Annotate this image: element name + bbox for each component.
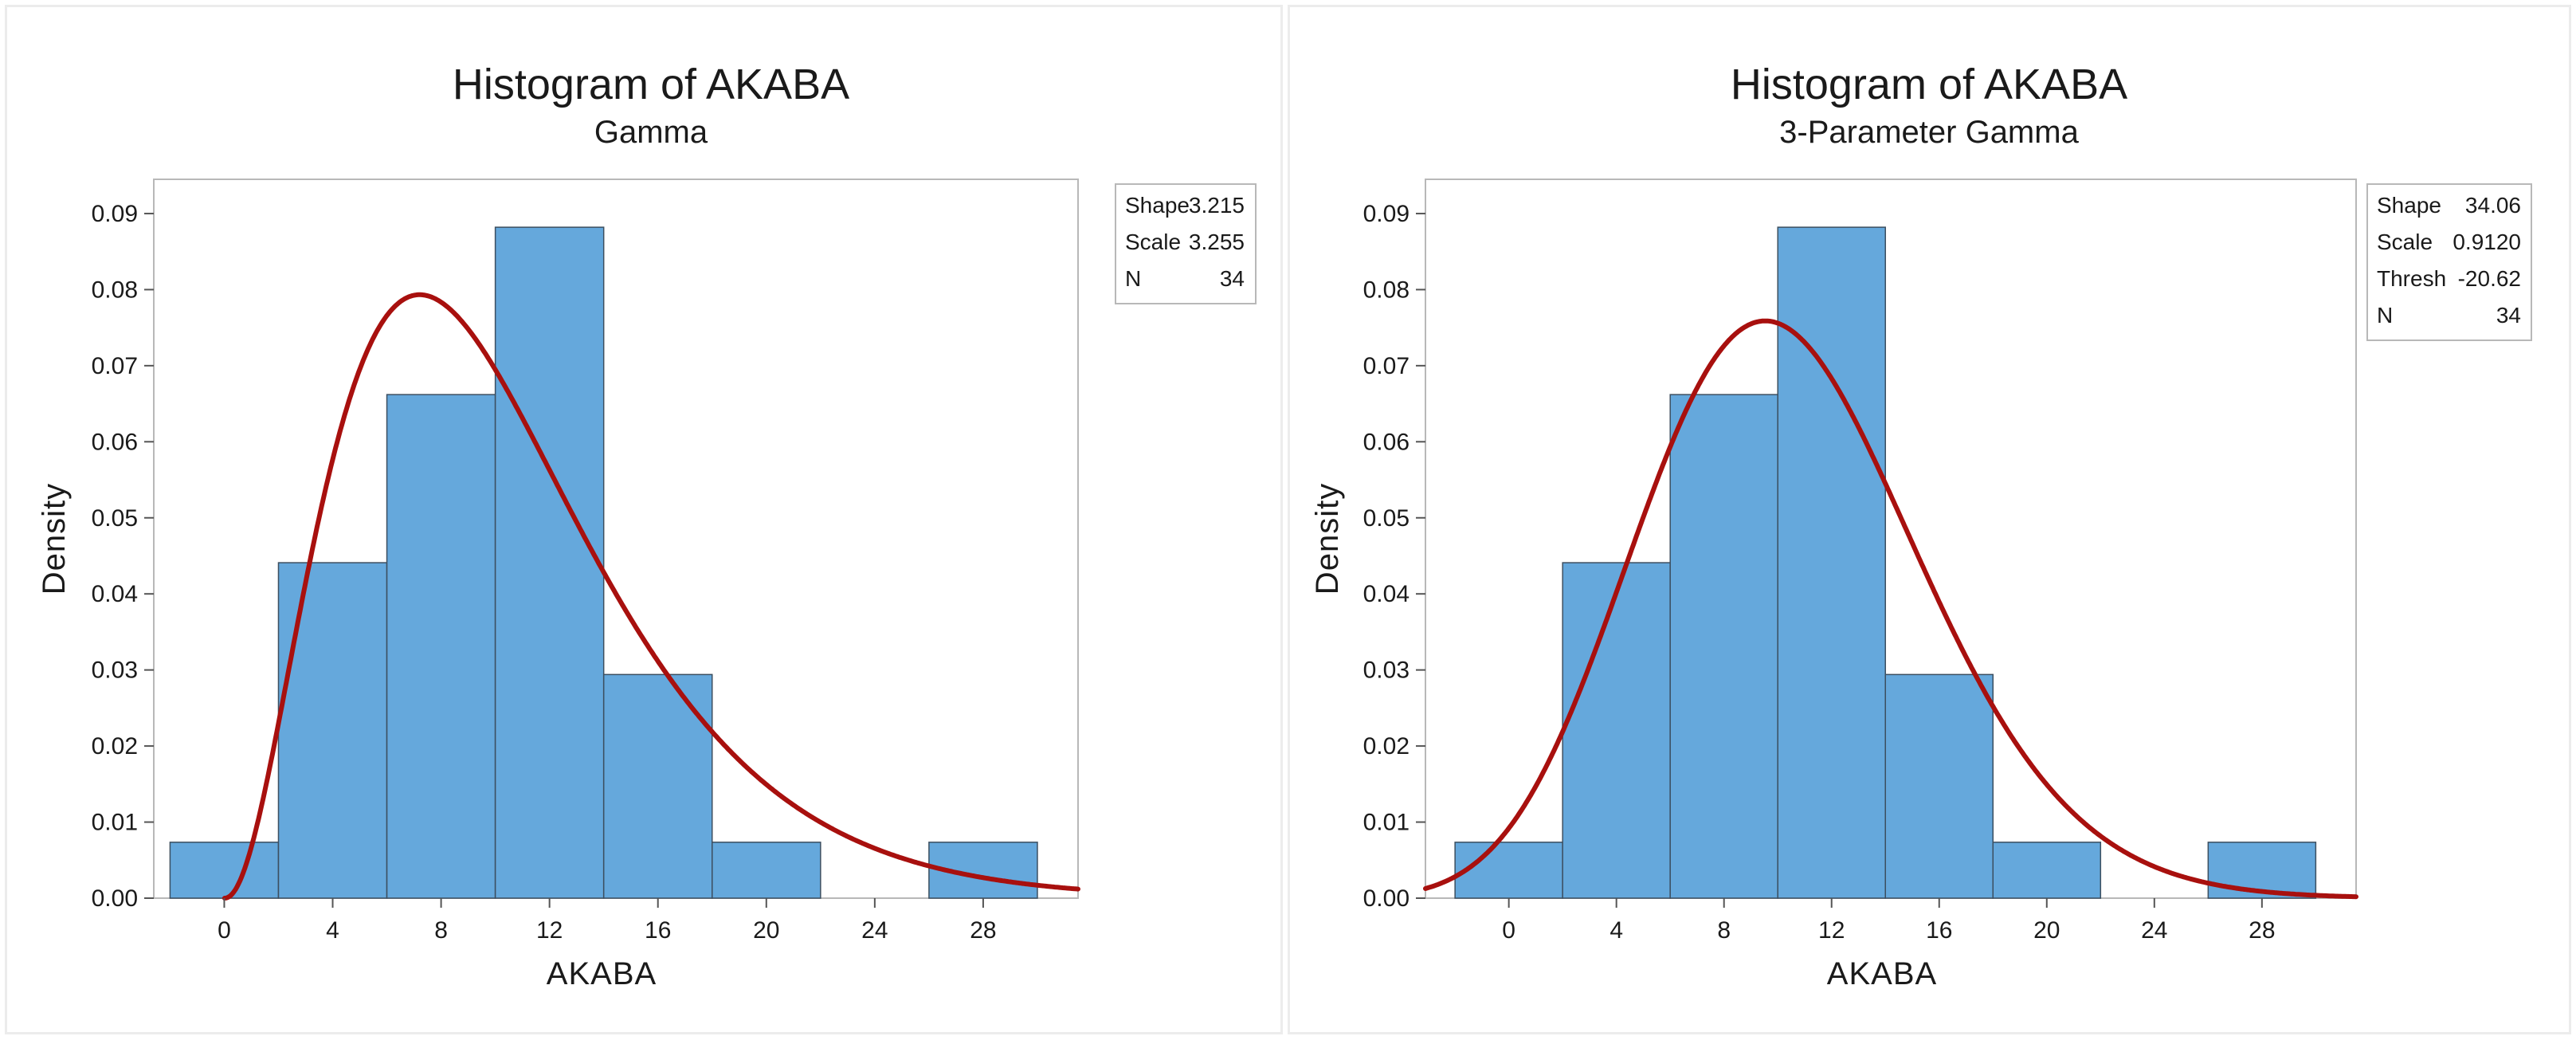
legend-label: Scale: [1125, 230, 1181, 254]
x-tick-label: 20: [753, 917, 779, 944]
histogram-bar: [712, 842, 821, 899]
x-axis-label: AKABA: [547, 956, 657, 991]
y-tick-label: 0.02: [92, 733, 138, 759]
histogram-gamma: Histogram of AKABA Gamma 0.00 0.01 0.02 0.0…: [37, 61, 1257, 991]
y-tick-label: 0.01: [92, 810, 138, 836]
histogram-bar: [602, 673, 713, 899]
y-tick-label: 0.00: [1363, 885, 1410, 912]
y-tick-label: 0.07: [1363, 353, 1410, 379]
legend-box: [1115, 183, 1257, 304]
y-tick-label: 0.04: [92, 581, 138, 607]
legend-value: 34.06: [2465, 193, 2521, 218]
legend-label: Shape: [2377, 193, 2441, 218]
x-tick-label: 4: [1610, 917, 1623, 944]
legend-label: N: [1125, 266, 1141, 291]
legend-label: Thresh: [2377, 266, 2446, 291]
chart-panel-gamma: Histogram of AKABA Gamma 0.00 0.01 0.02 0.0…: [5, 5, 1283, 1034]
chart-subtitle: 3-Parameter Gamma: [1779, 115, 2079, 150]
histogram-bar: [494, 226, 605, 899]
x-tick-label: 0: [218, 917, 231, 944]
x-tick-label: 4: [326, 917, 339, 944]
histogram-bar: [277, 562, 388, 899]
x-tick-label: 24: [861, 917, 888, 944]
y-tick-label: 0.07: [92, 353, 138, 379]
x-tick-label: 12: [536, 917, 563, 944]
y-axis-label: Density: [1310, 483, 1345, 595]
y-tick-label: 0.09: [1363, 201, 1410, 227]
y-tick-label: 0.08: [1363, 277, 1410, 303]
histogram-bar: [386, 394, 496, 899]
histogram-bar: [1992, 842, 2102, 899]
x-tick-label: 16: [1926, 917, 1952, 944]
x-tick-label: 16: [645, 917, 671, 944]
fitted-distribution-curve: [222, 292, 1080, 901]
legend-value: 3.215: [1189, 193, 1245, 218]
y-tick-label: 0.05: [1363, 505, 1410, 532]
legend-value: -20.62: [2458, 266, 2521, 291]
y-tick-label: 0.06: [92, 429, 138, 455]
x-tick-label: 20: [2033, 917, 2060, 944]
legend-label: N: [2377, 303, 2393, 328]
y-tick-label: 0.00: [92, 885, 138, 912]
legend-label: Scale: [2377, 230, 2433, 254]
y-tick-label: 0.09: [92, 201, 138, 227]
y-tick-label: 0.05: [92, 505, 138, 532]
x-tick-label: 28: [2249, 917, 2275, 944]
legend-value: 0.9120: [2452, 230, 2521, 254]
y-tick-label: 0.01: [1363, 810, 1410, 836]
y-tick-label: 0.03: [1363, 657, 1410, 684]
histogram-bar: [169, 842, 280, 899]
histogram-bar: [1454, 842, 1563, 899]
x-tick-label: 8: [1717, 917, 1731, 944]
y-tick-label: 0.08: [92, 277, 138, 303]
chart-subtitle: Gamma: [594, 115, 708, 150]
y-tick-label: 0.02: [1363, 733, 1410, 759]
chart-title: Histogram of AKABA: [1731, 61, 2127, 108]
x-tick-label: 8: [434, 917, 448, 944]
x-tick-label: 12: [1818, 917, 1845, 944]
legend-value: 3.255: [1189, 230, 1245, 254]
histogram-bar: [1669, 394, 1778, 899]
chart-title: Histogram of AKABA: [453, 61, 849, 108]
legend-box: [2366, 183, 2532, 341]
x-axis-label: AKABA: [1827, 956, 1937, 991]
y-tick-label: 0.03: [92, 657, 138, 684]
y-axis-label: Density: [37, 483, 72, 595]
histogram-bar: [1562, 562, 1671, 899]
chart-panel-3-parameter-gamma: Histogram of AKABA 3-Parameter Gamma 0.0…: [1288, 5, 2571, 1034]
fitted-distribution-curve: [1423, 318, 2358, 900]
histogram-bar: [1884, 673, 1994, 899]
legend-value: 34: [2496, 303, 2521, 328]
legend-value: 34: [1220, 266, 1245, 291]
x-tick-label: 0: [1502, 917, 1515, 944]
legend-label: Shape: [1125, 193, 1190, 218]
x-tick-label: 28: [970, 917, 996, 944]
y-tick-label: 0.04: [1363, 581, 1410, 607]
histogram-bar: [1777, 226, 1886, 899]
x-tick-label: 24: [2141, 917, 2167, 944]
y-tick-label: 0.06: [1363, 429, 1410, 455]
histogram-3-parameter-gamma: Histogram of AKABA 3-Parameter Gamma 0.0…: [1310, 61, 2532, 991]
